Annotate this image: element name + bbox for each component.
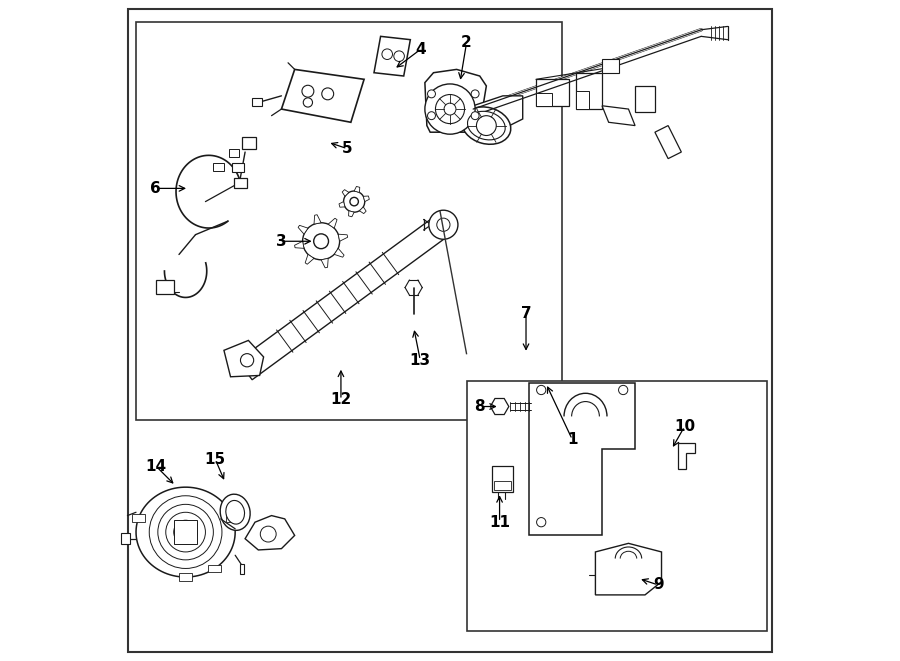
Bar	[136, 22, 562, 420]
Circle shape	[394, 51, 404, 61]
Circle shape	[158, 504, 213, 560]
Text: 9: 9	[652, 578, 663, 592]
Text: 13: 13	[410, 353, 431, 368]
Bar	[602, 59, 618, 73]
Circle shape	[425, 84, 475, 134]
Circle shape	[436, 95, 464, 124]
Polygon shape	[491, 399, 508, 414]
Bar	[156, 280, 175, 294]
Circle shape	[314, 234, 328, 249]
Text: 10: 10	[674, 419, 695, 434]
Polygon shape	[136, 487, 235, 577]
Polygon shape	[473, 96, 523, 129]
Circle shape	[536, 385, 545, 395]
Polygon shape	[678, 443, 695, 469]
Polygon shape	[348, 211, 355, 217]
Circle shape	[260, 526, 276, 542]
Text: 6: 6	[150, 181, 161, 196]
Circle shape	[166, 512, 205, 552]
Circle shape	[536, 518, 545, 527]
Text: 14: 14	[145, 459, 166, 473]
Bar	[635, 86, 655, 112]
Ellipse shape	[220, 494, 250, 530]
Circle shape	[322, 88, 334, 100]
Text: 8: 8	[474, 399, 485, 414]
Circle shape	[302, 85, 314, 97]
Polygon shape	[342, 190, 349, 196]
Bar	[226, 514, 239, 522]
Polygon shape	[529, 383, 635, 535]
Polygon shape	[314, 215, 321, 224]
Polygon shape	[655, 126, 681, 159]
Polygon shape	[359, 207, 366, 214]
Polygon shape	[282, 69, 364, 122]
Bar	[493, 481, 511, 490]
Circle shape	[303, 98, 312, 107]
Polygon shape	[602, 106, 635, 126]
Bar	[234, 178, 248, 188]
Polygon shape	[596, 543, 662, 595]
Polygon shape	[364, 196, 369, 202]
Polygon shape	[298, 225, 308, 234]
Circle shape	[444, 103, 456, 115]
Bar	[131, 514, 145, 522]
Circle shape	[472, 90, 479, 98]
Bar	[491, 466, 513, 492]
Polygon shape	[328, 218, 337, 228]
Circle shape	[350, 198, 358, 206]
Text: 3: 3	[276, 234, 287, 249]
Circle shape	[382, 49, 392, 59]
Bar	[576, 73, 602, 109]
Text: 2: 2	[461, 36, 472, 50]
Ellipse shape	[462, 107, 511, 144]
Text: 1: 1	[567, 432, 578, 447]
Text: 11: 11	[489, 515, 510, 529]
Circle shape	[428, 90, 436, 98]
Circle shape	[174, 520, 197, 544]
Ellipse shape	[226, 500, 245, 524]
Polygon shape	[245, 516, 294, 550]
Circle shape	[618, 385, 628, 395]
Bar	[208, 564, 221, 572]
Polygon shape	[294, 241, 304, 249]
Bar	[576, 91, 589, 109]
Polygon shape	[238, 215, 450, 380]
Bar	[239, 564, 244, 574]
Polygon shape	[374, 36, 410, 76]
Circle shape	[240, 354, 254, 367]
Ellipse shape	[467, 111, 505, 140]
Circle shape	[436, 218, 450, 231]
Bar	[466, 381, 768, 631]
Bar	[232, 163, 244, 172]
Bar	[179, 573, 193, 581]
Circle shape	[302, 223, 339, 260]
Circle shape	[476, 116, 496, 136]
Bar	[536, 79, 569, 106]
Bar	[536, 93, 553, 106]
Bar	[229, 149, 239, 157]
Bar	[252, 98, 262, 106]
Text: 4: 4	[415, 42, 426, 57]
Polygon shape	[338, 234, 347, 241]
Text: 5: 5	[342, 141, 353, 156]
Bar	[242, 137, 256, 149]
Polygon shape	[355, 186, 360, 192]
Polygon shape	[425, 69, 486, 132]
Polygon shape	[321, 258, 328, 268]
Polygon shape	[305, 254, 314, 264]
Bar	[213, 163, 224, 171]
Circle shape	[428, 112, 436, 120]
Circle shape	[149, 496, 222, 568]
Text: 15: 15	[205, 452, 226, 467]
Text: 7: 7	[521, 307, 531, 321]
Polygon shape	[339, 202, 345, 207]
Circle shape	[344, 191, 364, 212]
Polygon shape	[334, 249, 344, 257]
Text: 12: 12	[330, 393, 352, 407]
Polygon shape	[224, 340, 264, 377]
Circle shape	[472, 112, 479, 120]
Bar	[174, 520, 197, 544]
Bar	[121, 533, 130, 544]
Circle shape	[428, 210, 458, 239]
